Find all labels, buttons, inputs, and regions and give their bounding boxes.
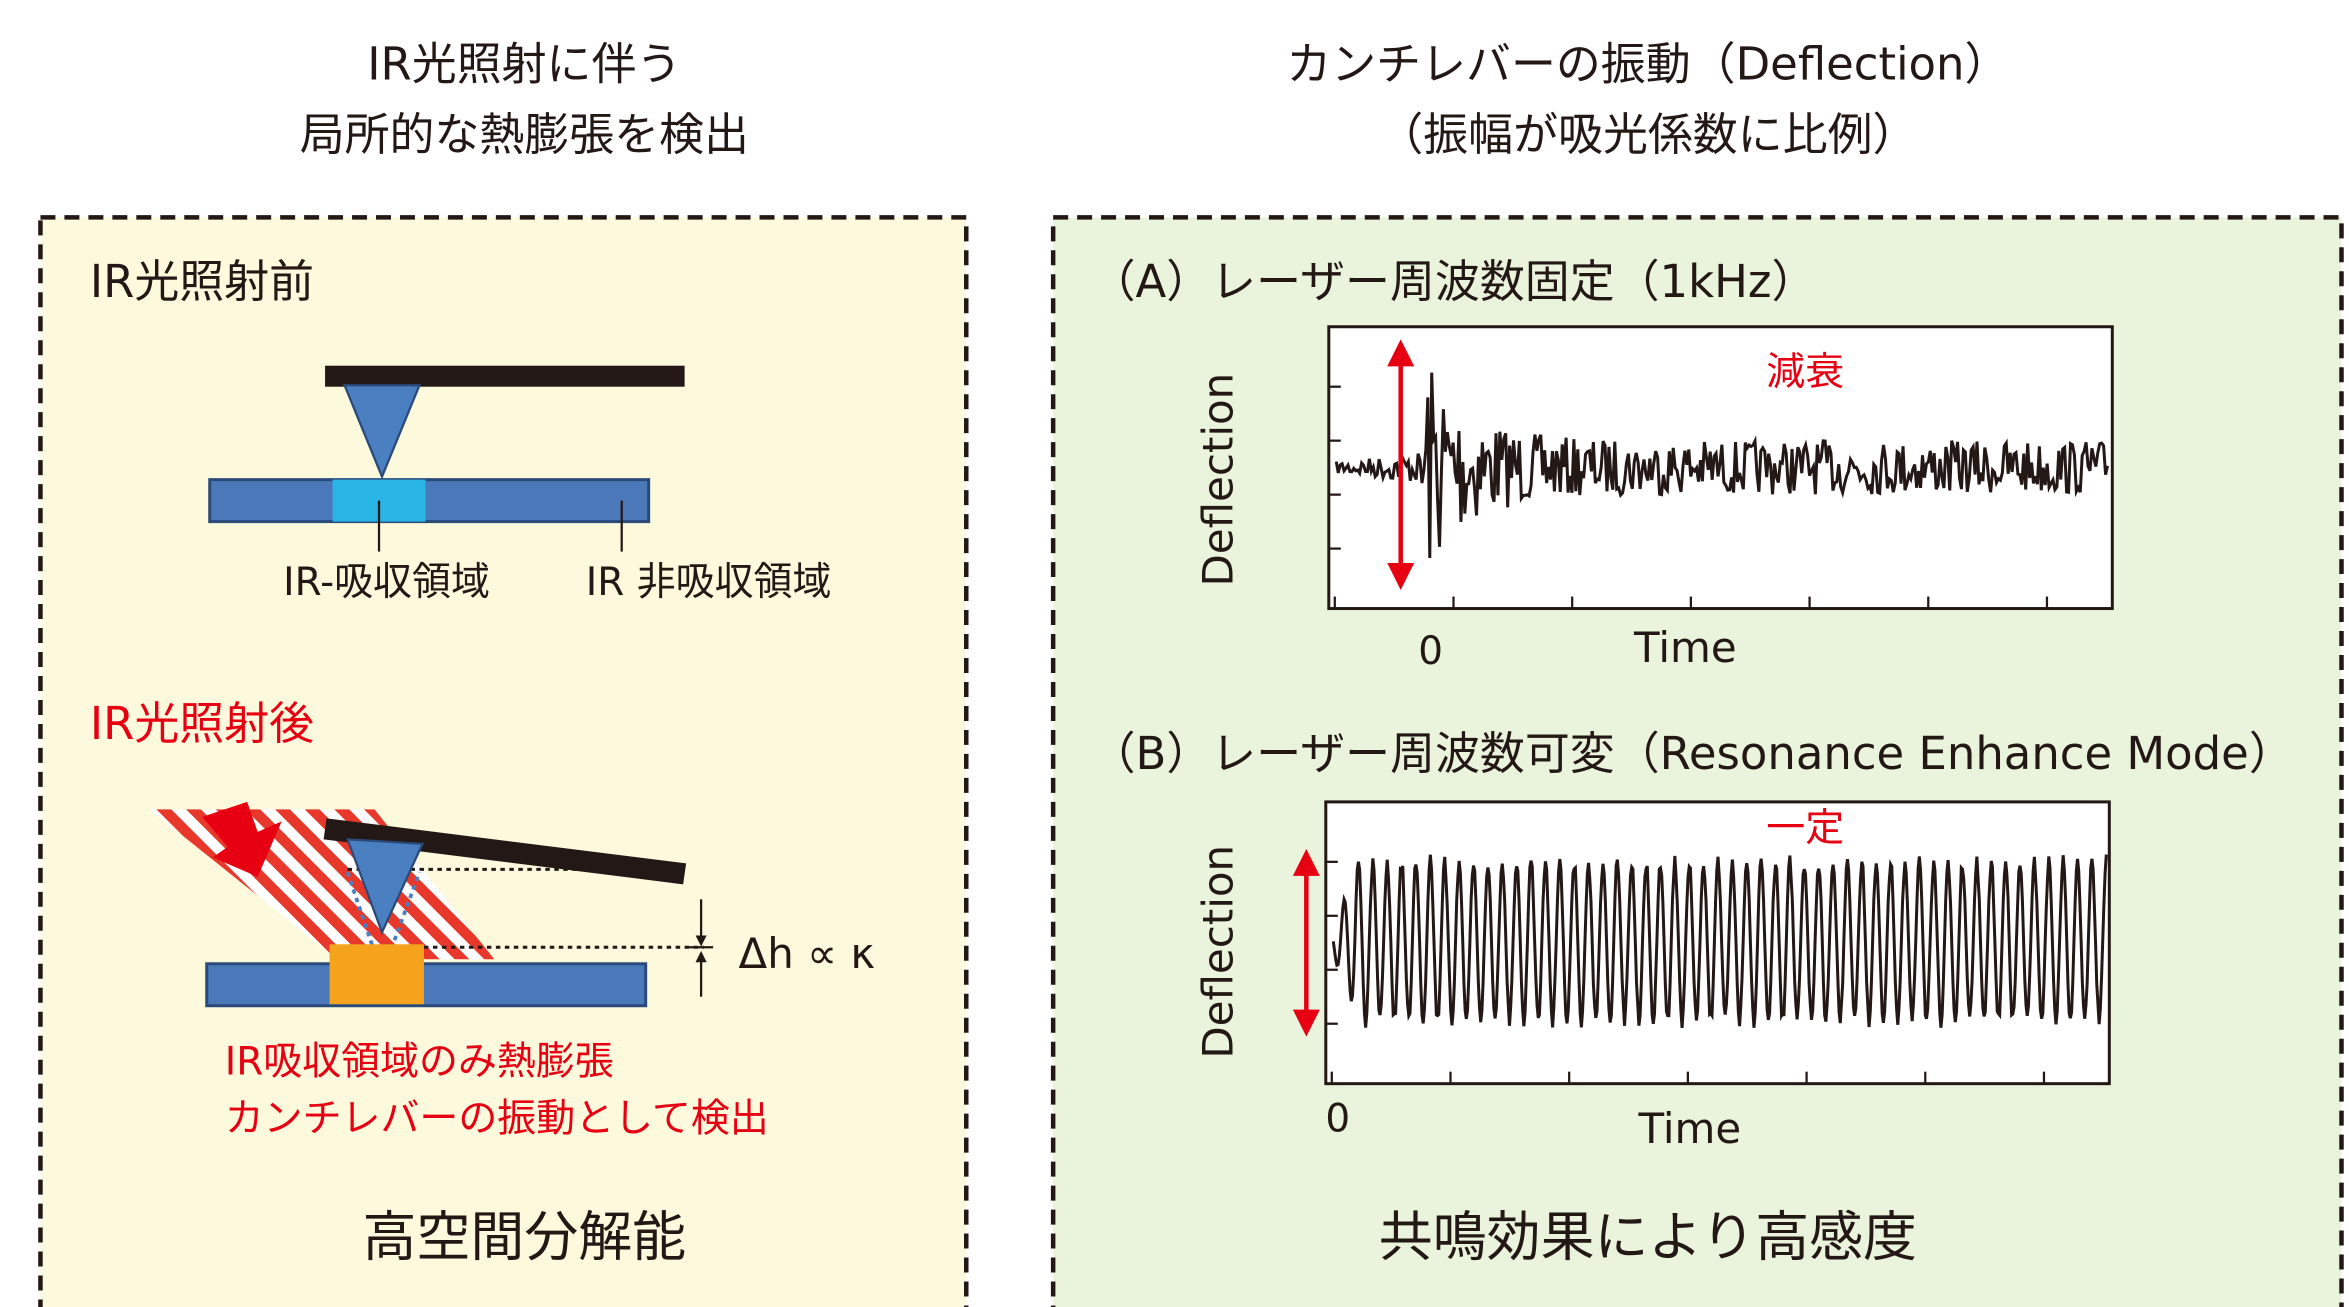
section-title: IR光照射前 bbox=[90, 255, 314, 308]
x-axis-label: Time bbox=[1633, 623, 1737, 672]
annotation: 一定 bbox=[1766, 806, 1844, 851]
note: IR吸収領域のみ熱膨張 bbox=[225, 1040, 614, 1085]
label: IR 非吸収領域 bbox=[586, 560, 832, 605]
cantilever bbox=[325, 366, 685, 387]
y-axis-label: Deflection bbox=[1193, 845, 1242, 1059]
figure: IR光照射に伴う 局所的な熱膨張を検出 カンチレバーの振動（Deflection… bbox=[0, 0, 2349, 1307]
expanded-region bbox=[330, 944, 424, 1004]
substrate bbox=[207, 964, 646, 1006]
y-axis-label: Deflection bbox=[1193, 373, 1242, 587]
panel-title: （A）レーザー周波数固定（1kHz） bbox=[1091, 255, 1817, 308]
substrate bbox=[210, 480, 649, 522]
annotation: 減衰 bbox=[1766, 350, 1844, 395]
heading: 局所的な熱膨張を検出 bbox=[300, 108, 749, 161]
panel-title: （B）レーザー周波数可変（Resonance Enhance Mode） bbox=[1091, 727, 2294, 780]
heading: （振幅が吸光係数に比例） bbox=[1378, 108, 1917, 161]
x-axis-label: Time bbox=[1638, 1104, 1742, 1153]
delta-label: Δh ∝ κ bbox=[739, 929, 876, 978]
note: カンチレバーの振動として検出 bbox=[225, 1097, 769, 1142]
footer: 共鳴効果により高感度 bbox=[1379, 1206, 1917, 1269]
section-title: IR光照射後 bbox=[90, 697, 314, 750]
heading: カンチレバーの振動（Deflection） bbox=[1286, 37, 2009, 90]
heading: IR光照射に伴う bbox=[367, 37, 681, 90]
x-zero: 0 bbox=[1418, 629, 1443, 674]
label: IR-吸収領域 bbox=[283, 560, 490, 605]
x-zero: 0 bbox=[1325, 1097, 1350, 1142]
page: { "left": { "heading": ["IR光照射に伴う", "局所的… bbox=[0, 0, 2349, 1307]
plot-frame bbox=[1326, 802, 2109, 1084]
footer: 高空間分解能 bbox=[363, 1206, 687, 1269]
